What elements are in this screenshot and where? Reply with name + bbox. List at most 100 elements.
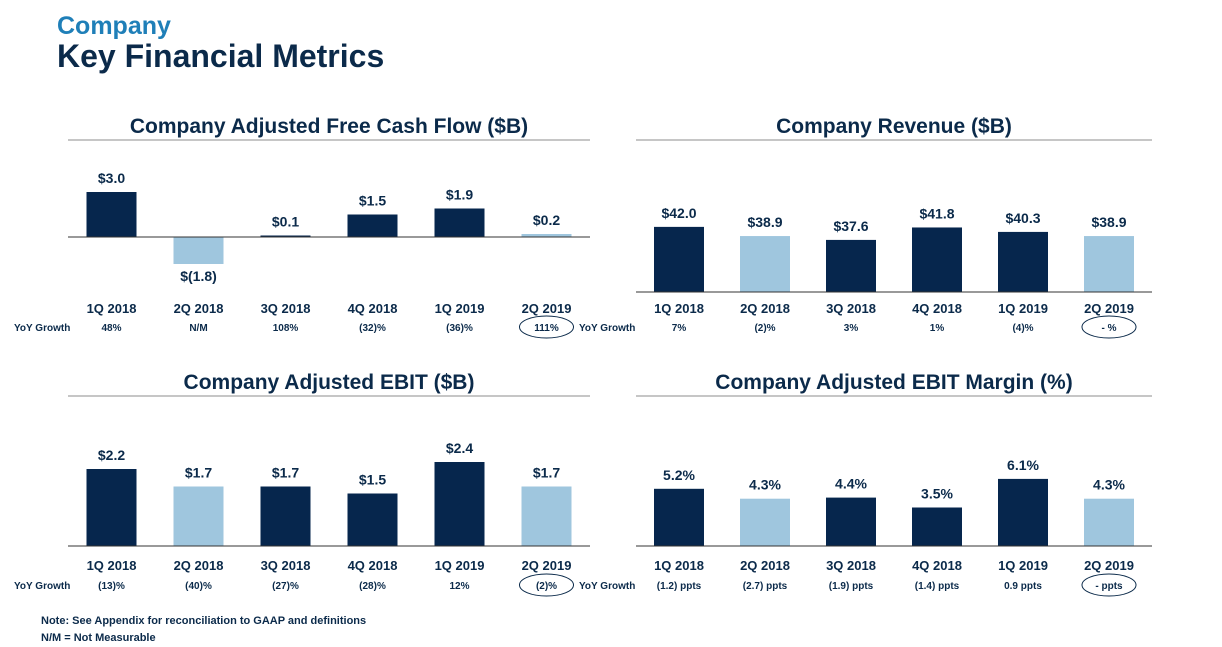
bar-1q-2018: [86, 192, 137, 237]
bar-1q-2018: [654, 488, 704, 546]
category-label: 4Q 2018: [348, 558, 398, 573]
bar-2q-2018: [740, 498, 790, 546]
bar-2q-2019: [1084, 498, 1134, 546]
category-label: 2Q 2018: [740, 558, 790, 573]
data-label: $2.4: [446, 440, 473, 456]
category-label: 4Q 2018: [348, 301, 398, 316]
data-label: $38.9: [1091, 214, 1126, 230]
category-label: 2Q 2019: [1084, 558, 1134, 573]
bar-1q-2019: [998, 478, 1048, 546]
category-label: 2Q 2018: [174, 558, 224, 573]
bar-1q-2019: [998, 231, 1048, 292]
yoy-value: (1.9) ppts: [829, 581, 874, 592]
yoy-value: 1%: [930, 323, 945, 334]
bar-1q-2019: [434, 208, 485, 237]
yoy-value: (1.4) ppts: [915, 581, 960, 592]
yoy-row-label: YoY Growth: [14, 323, 70, 334]
bar-3q-2018: [260, 486, 311, 546]
yoy-value: (2)%: [754, 323, 775, 334]
bar-1q-2018: [654, 226, 704, 292]
chart-title: Company Adjusted Free Cash Flow ($B): [130, 115, 528, 138]
yoy-row-label: YoY Growth: [579, 323, 635, 334]
yoy-value: (13)%: [98, 581, 125, 592]
data-label: $0.2: [533, 212, 560, 228]
ebit-svg: Company Adjusted EBIT ($B) $2.2 1Q 2018 (13…: [14, 371, 590, 597]
category-label: 2Q 2018: [740, 301, 790, 316]
footnote-reconciliation: Note: See Appendix for reconciliation to…: [41, 615, 367, 627]
data-label: 5.2%: [663, 467, 695, 483]
category-label: 3Q 2018: [826, 558, 876, 573]
bar-4q-2018: [347, 214, 398, 237]
category-label: 1Q 2019: [998, 301, 1048, 316]
yoy-highlight-circle: [1081, 315, 1137, 339]
yoy-highlight-circle: [519, 315, 574, 339]
data-label: $1.9: [446, 187, 473, 203]
data-label: $38.9: [747, 214, 782, 230]
yoy-value: (4)%: [1012, 323, 1033, 334]
data-label: $3.0: [98, 170, 125, 186]
bar-3q-2018: [826, 239, 876, 292]
yoy-value: 7%: [672, 323, 687, 334]
ebit-margin-chart: Company Adjusted EBIT Margin (%) 5.2% 1Q 2…: [570, 366, 1190, 606]
bar-2q-2018: [740, 236, 790, 292]
category-label: 1Q 2018: [654, 301, 704, 316]
bar-3q-2018: [260, 235, 311, 237]
data-label: $(1.8): [180, 268, 217, 284]
company-heading: Company: [57, 12, 171, 40]
category-label: 4Q 2018: [912, 558, 962, 573]
category-label: 1Q 2019: [435, 301, 485, 316]
bar-2q-2018: [173, 486, 224, 546]
data-label: $2.2: [98, 447, 125, 463]
bar-1q-2019: [434, 462, 485, 546]
bar-3q-2018: [826, 497, 876, 546]
bar-2q-2018: [173, 237, 224, 264]
yoy-value: 48%: [101, 323, 121, 334]
data-label: $1.7: [272, 465, 299, 481]
category-label: 3Q 2018: [826, 301, 876, 316]
category-label: 1Q 2019: [998, 558, 1048, 573]
data-label: 4.3%: [749, 477, 781, 493]
page-title: Key Financial Metrics: [57, 38, 385, 74]
yoy-value: N/M: [189, 323, 207, 334]
data-label: $37.6: [833, 218, 868, 234]
fcf-svg: Company Adjusted Free Cash Flow ($B) $3.0…: [14, 115, 590, 339]
bar-2q-2019: [1084, 236, 1134, 292]
chart-title: Company Revenue ($B): [776, 115, 1012, 138]
yoy-value: (40)%: [185, 581, 212, 592]
data-label: $42.0: [661, 205, 696, 221]
data-label: $1.5: [359, 193, 386, 209]
data-label: 3.5%: [921, 486, 953, 502]
yoy-value: - %: [1102, 323, 1117, 334]
bar-4q-2018: [912, 227, 962, 292]
yoy-value: (36)%: [446, 323, 473, 334]
yoy-value: 3%: [844, 323, 859, 334]
yoy-value: (32)%: [359, 323, 386, 334]
yoy-value: (2)%: [536, 581, 557, 592]
data-label: 6.1%: [1007, 457, 1039, 473]
category-label: 2Q 2019: [1084, 301, 1134, 316]
category-label: 2Q 2018: [174, 301, 224, 316]
yoy-value: 111%: [534, 323, 559, 334]
category-label: 1Q 2018: [87, 301, 137, 316]
data-label: $1.5: [359, 472, 386, 488]
category-label: 1Q 2018: [87, 558, 137, 573]
yoy-value: 0.9 ppts: [1004, 581, 1042, 592]
category-label: 2Q 2019: [522, 301, 572, 316]
bar-4q-2018: [347, 493, 398, 546]
bar-2q-2019: [521, 486, 572, 546]
data-label: $1.7: [185, 465, 212, 481]
data-label: $0.1: [272, 214, 299, 230]
bar-1q-2018: [86, 469, 137, 546]
data-label: 4.3%: [1093, 477, 1125, 493]
yoy-row-label: YoY Growth: [579, 581, 635, 592]
yoy-highlight-circle: [519, 573, 574, 597]
revenue-svg: Company Revenue ($B) $42.0 1Q 2018 7% $38.9 2…: [579, 115, 1152, 339]
adjusted-ebit-chart: Company Adjusted EBIT ($B) $2.2 1Q 2018 (13…: [0, 366, 620, 606]
margin-svg: Company Adjusted EBIT Margin (%) 5.2% 1Q 2…: [579, 371, 1152, 597]
yoy-highlight-circle: [1081, 573, 1137, 597]
data-label: 4.4%: [835, 476, 867, 492]
category-label: 4Q 2018: [912, 301, 962, 316]
chart-title: Company Adjusted EBIT Margin (%): [715, 371, 1072, 394]
yoy-value: 108%: [273, 323, 299, 334]
free-cash-flow-chart: Company Adjusted Free Cash Flow ($B) $3.0…: [0, 108, 620, 348]
